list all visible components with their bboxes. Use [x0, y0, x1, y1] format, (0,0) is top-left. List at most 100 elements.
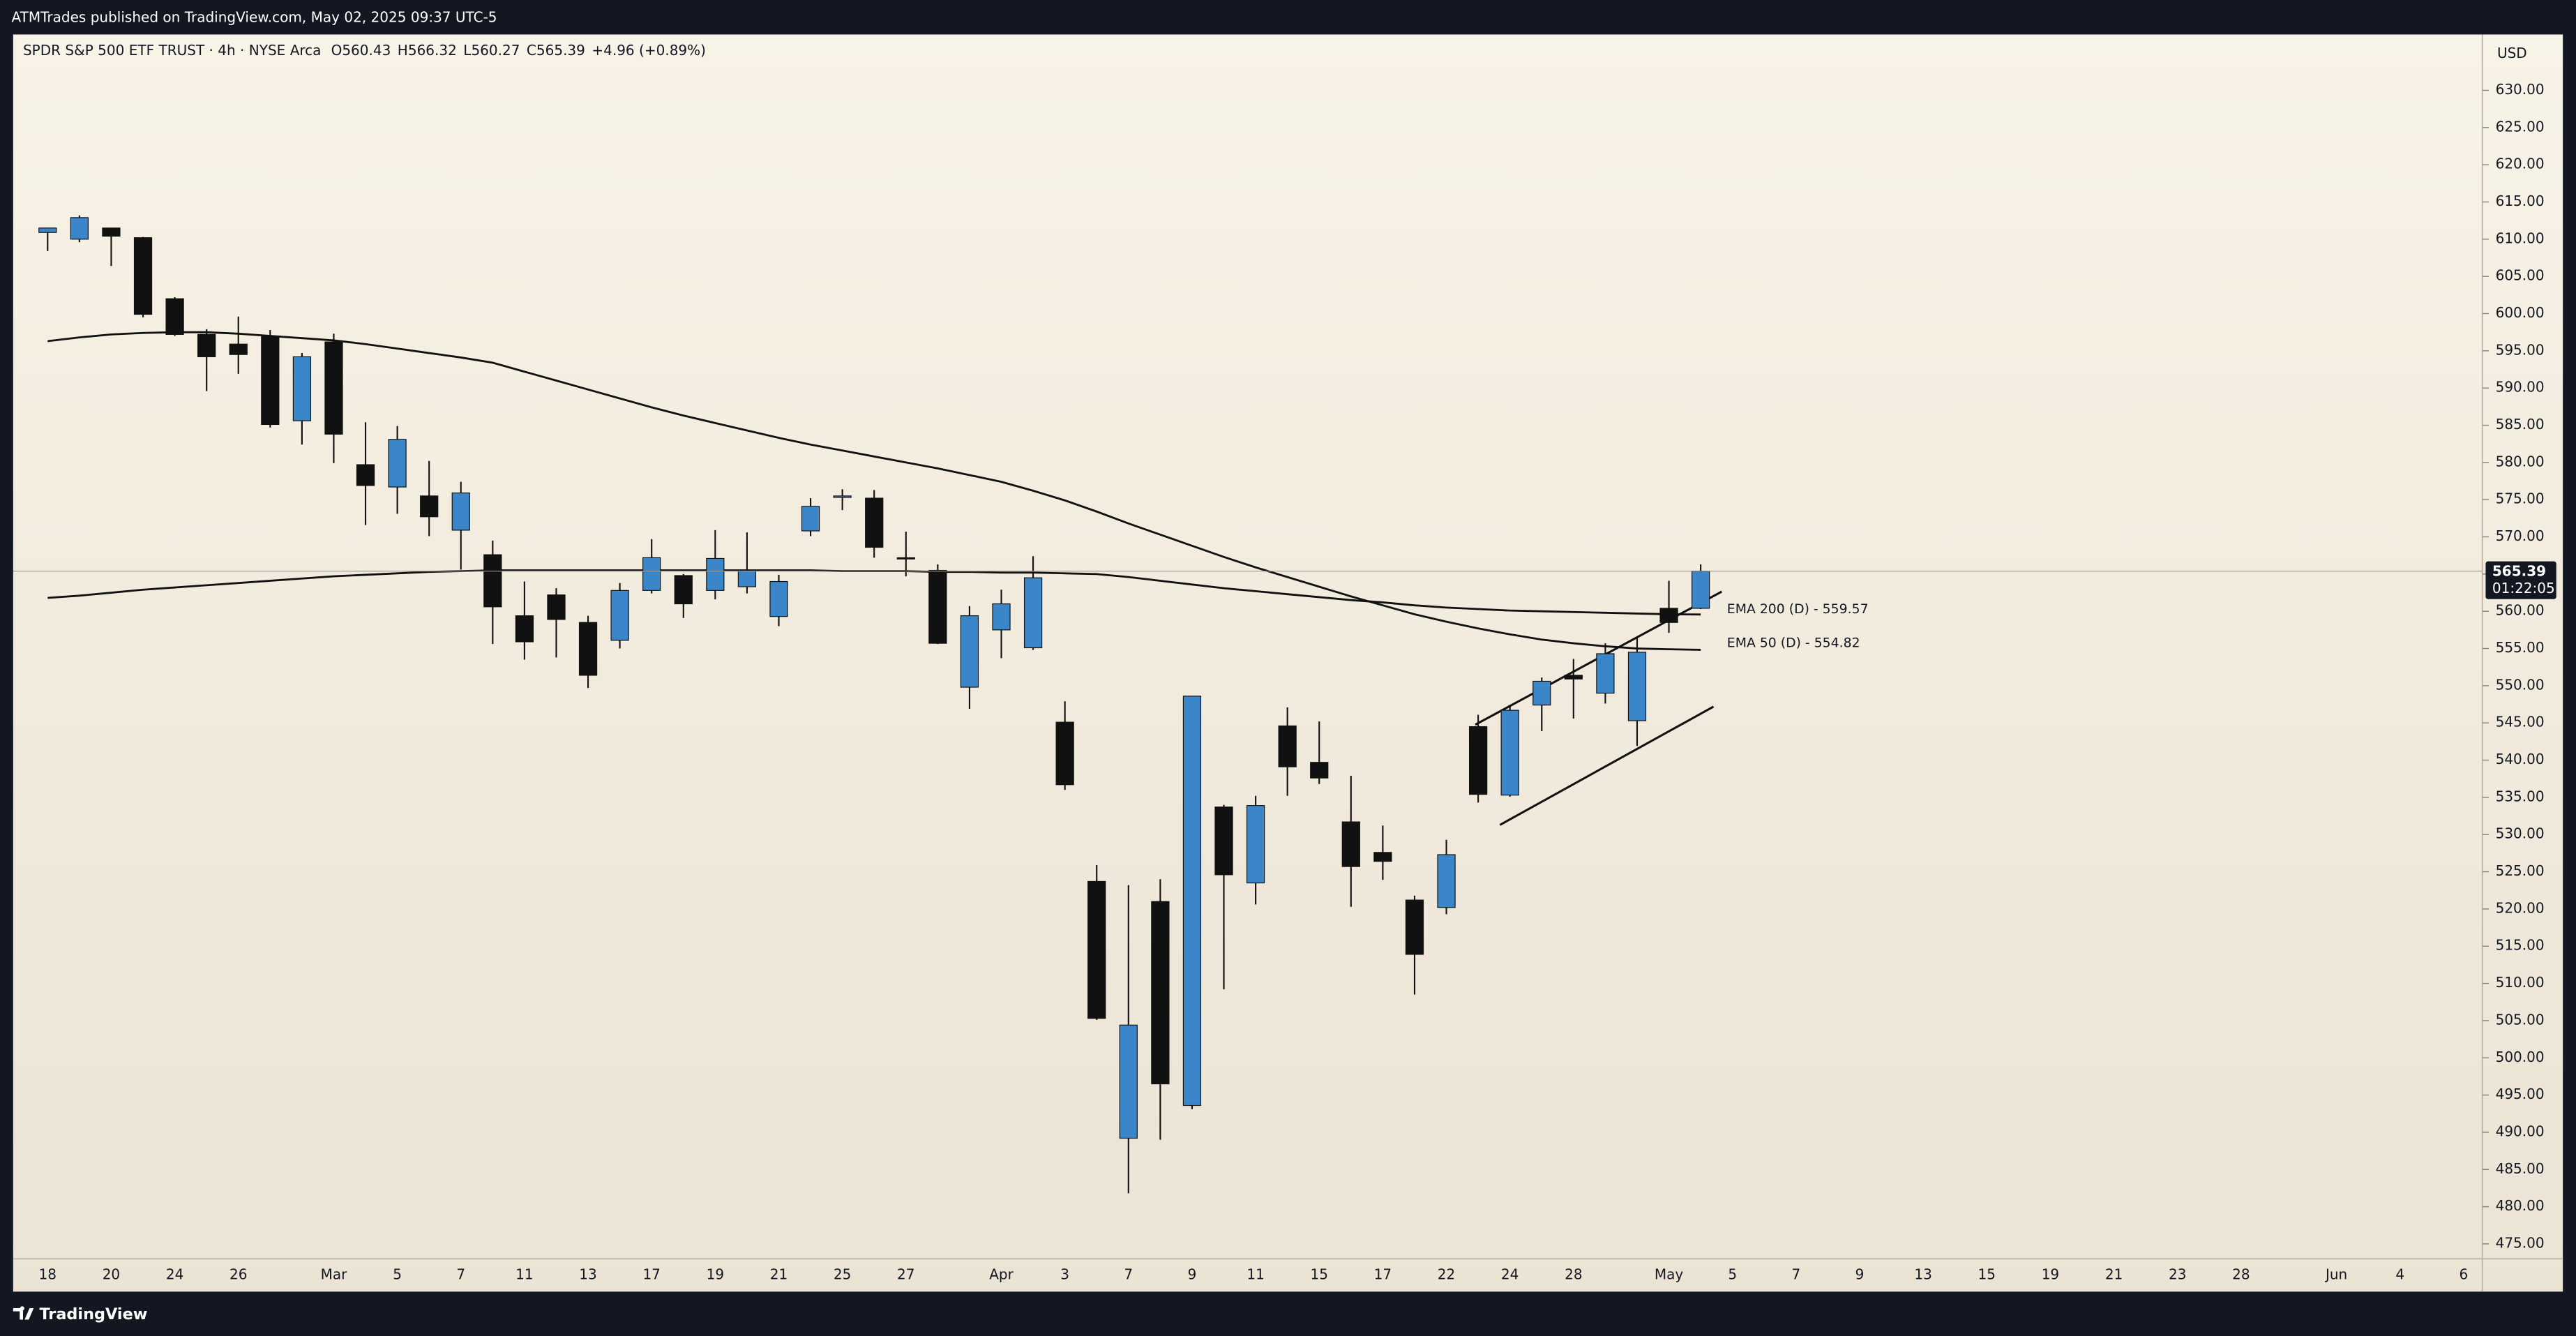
y-tick-label: 555.00 [2496, 639, 2545, 656]
y-tick-label: 580.00 [2496, 453, 2545, 470]
candle-body [229, 343, 248, 355]
legend-high: H566.32 [398, 42, 457, 59]
candle-body [1023, 577, 1043, 649]
symbol: SPDR S&P 500 ETF TRUST · 4h · NYSE Arca [23, 42, 321, 59]
candle-body [1692, 571, 1710, 609]
candle-body [769, 580, 788, 617]
y-tick-label: 495.00 [2496, 1086, 2545, 1102]
y-tick-label: 620.00 [2496, 156, 2545, 172]
y-tick-label: 560.00 [2496, 602, 2545, 619]
legend-open: O560.43 [331, 42, 391, 59]
candle-body [197, 333, 216, 357]
candle-body [1119, 1024, 1138, 1139]
y-tick-label: 590.00 [2496, 379, 2545, 396]
x-tick-label: 25 [834, 1266, 851, 1282]
x-tick-label: Mar [321, 1266, 348, 1282]
x-tick-label: 11 [1246, 1266, 1264, 1282]
x-tick-label: 22 [1438, 1266, 1455, 1282]
x-tick-label: 17 [1374, 1266, 1392, 1282]
candle-body [1310, 762, 1329, 779]
candle-body [1437, 854, 1456, 908]
candle-body [1055, 721, 1074, 786]
candle-body [451, 493, 470, 531]
last-price-box [2485, 561, 2556, 599]
x-tick-label: 20 [103, 1266, 120, 1282]
candle-body [483, 554, 502, 608]
candle-body [102, 227, 121, 237]
candle-body [165, 298, 184, 335]
y-tick-label: 540.00 [2496, 751, 2545, 767]
x-tick-label: Apr [989, 1266, 1014, 1282]
x-tick-label: 19 [2042, 1266, 2059, 1282]
candle-body [865, 497, 884, 548]
x-tick-label: 5 [1728, 1266, 1737, 1282]
legend-change: +4.96 (+0.89%) [592, 42, 706, 59]
candle-body [1500, 710, 1519, 796]
publish-info: ATMTrades published on TradingView.com, … [11, 8, 497, 25]
candle-body [324, 341, 343, 435]
y-tick-label: 550.00 [2496, 676, 2545, 693]
legend-close: C565.39 [527, 42, 585, 59]
candle-body [292, 356, 312, 421]
x-tick-label: Jun [2324, 1266, 2347, 1282]
ema-label: EMA 200 (D) - 559.57 [1727, 602, 1869, 617]
x-tick-label: 9 [1188, 1266, 1197, 1282]
candle-body [1468, 726, 1488, 795]
currency: USD [2497, 45, 2527, 61]
candle-body [610, 590, 629, 641]
x-tick-label: 4 [2395, 1266, 2404, 1282]
chart-background [13, 34, 2563, 1292]
candle-body [674, 575, 693, 605]
y-tick-label: 625.00 [2496, 118, 2545, 135]
x-tick-label: 5 [393, 1266, 402, 1282]
x-tick-label: 17 [642, 1266, 660, 1282]
candle-body [1341, 821, 1360, 867]
x-tick-label: 27 [897, 1266, 914, 1282]
x-tick-label: 7 [1791, 1266, 1800, 1282]
candle-body [388, 439, 407, 488]
candle-body [1373, 852, 1392, 862]
x-tick-label: 15 [1978, 1266, 1996, 1282]
candle-body [992, 603, 1011, 631]
x-tick-label: 3 [1060, 1266, 1069, 1282]
x-tick-label: 6 [2460, 1266, 2469, 1282]
x-tick-label: 26 [229, 1266, 247, 1282]
y-tick-label: 585.00 [2496, 416, 2545, 433]
x-tick-label: 15 [1311, 1266, 1328, 1282]
candle-body [38, 227, 57, 233]
candle-body [1151, 901, 1170, 1085]
candle-body [1405, 899, 1424, 955]
last-price-label: 565.39 [2492, 562, 2546, 579]
candle-body [1182, 696, 1202, 1106]
y-tick-label: 525.00 [2496, 862, 2545, 879]
candle-body [547, 594, 566, 620]
candle-body [801, 506, 820, 532]
candle-body [1564, 675, 1583, 680]
candle-body [833, 495, 852, 498]
chart-legend: SPDR S&P 500 ETF TRUST · 4h · NYSE Arca O… [23, 42, 706, 59]
x-tick-label: 7 [1124, 1266, 1133, 1282]
y-tick-label: 605.00 [2496, 267, 2545, 284]
y-tick-label: 630.00 [2496, 81, 2545, 98]
x-tick-label: 18 [39, 1266, 57, 1282]
brand: TradingView [40, 1305, 148, 1323]
candle-body [1278, 725, 1297, 767]
x-tick-label: 24 [166, 1266, 183, 1282]
ema-label: EMA 50 (D) - 554.82 [1727, 636, 1860, 651]
legend-low: L560.27 [463, 42, 520, 59]
x-tick-label: 7 [456, 1266, 465, 1282]
x-tick-label: 23 [2169, 1266, 2186, 1282]
candle-body [578, 622, 598, 676]
x-tick-label: 28 [1565, 1266, 1582, 1282]
candle-body [642, 557, 661, 591]
x-tick-label: 24 [1501, 1266, 1519, 1282]
x-tick-label: May [1655, 1266, 1684, 1282]
y-tick-label: 610.00 [2496, 230, 2545, 246]
candle-body [706, 557, 725, 591]
y-tick-label: 545.00 [2496, 714, 2545, 730]
candle-body [1087, 880, 1106, 1019]
x-tick-label: 13 [1914, 1266, 1931, 1282]
candle-body [737, 569, 757, 587]
